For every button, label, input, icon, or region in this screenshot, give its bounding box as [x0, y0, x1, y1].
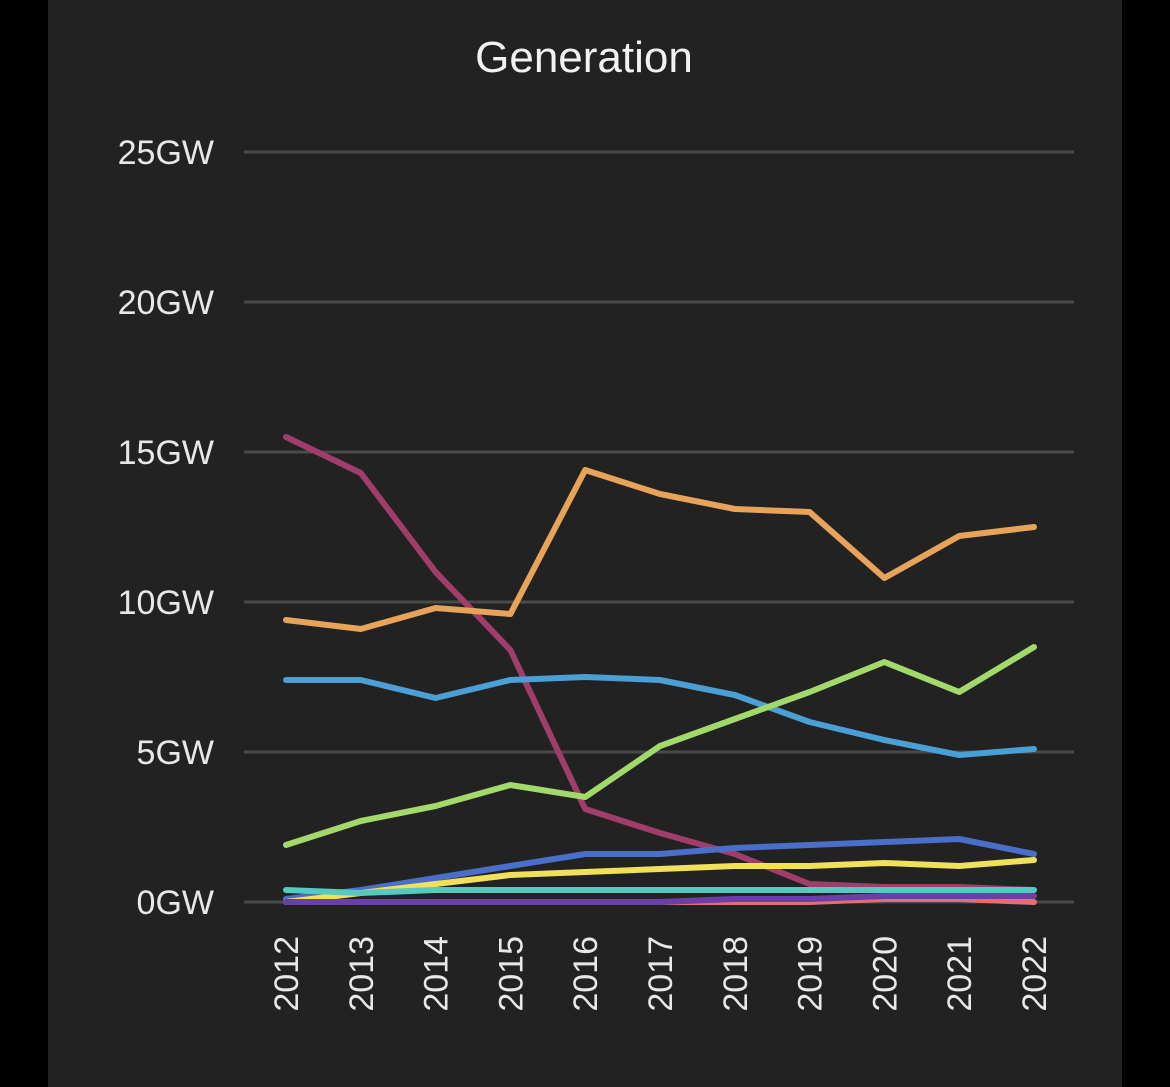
- series-lines: [283, 434, 1037, 905]
- x-tick-label: 2021: [941, 936, 979, 1012]
- y-tick-label: 25GW: [118, 134, 214, 172]
- x-tick-label: 2020: [866, 936, 904, 1012]
- series-line-6: [283, 857, 1037, 905]
- y-tick-label: 10GW: [118, 584, 214, 622]
- x-tick-label: 2022: [1016, 936, 1054, 1012]
- x-tick-label: 2012: [268, 936, 306, 1012]
- series-line-7: [283, 887, 1037, 896]
- x-tick-label: 2013: [343, 936, 381, 1012]
- x-tick-label: 2016: [567, 936, 605, 1012]
- series-line-5: [283, 836, 1037, 902]
- series-line-2: [283, 467, 1037, 632]
- y-tick-label: 15GW: [118, 434, 214, 472]
- x-tick-label: 2017: [642, 936, 680, 1012]
- y-tick-label: 5GW: [137, 734, 214, 772]
- x-tick-label: 2018: [717, 936, 755, 1012]
- x-tick-label: 2014: [418, 936, 456, 1012]
- series-line-3: [283, 674, 1037, 758]
- y-axis-ticks: 0GW 5GW 10GW 15GW 20GW 25GW: [118, 134, 214, 922]
- series-line-4: [283, 644, 1037, 848]
- chart-title: Generation: [475, 33, 693, 82]
- y-tick-label: 20GW: [118, 284, 214, 322]
- series-line-9: [283, 893, 1037, 905]
- x-tick-label: 2019: [792, 936, 830, 1012]
- x-axis-ticks: 2012 2013 2014 2015 2016 2017 2018 2019 2020 2021…: [268, 936, 1054, 1012]
- series-line-1: [283, 434, 1037, 893]
- gridlines: [244, 150, 1074, 904]
- y-tick-label: 0GW: [137, 884, 214, 922]
- x-tick-label: 2015: [492, 936, 530, 1012]
